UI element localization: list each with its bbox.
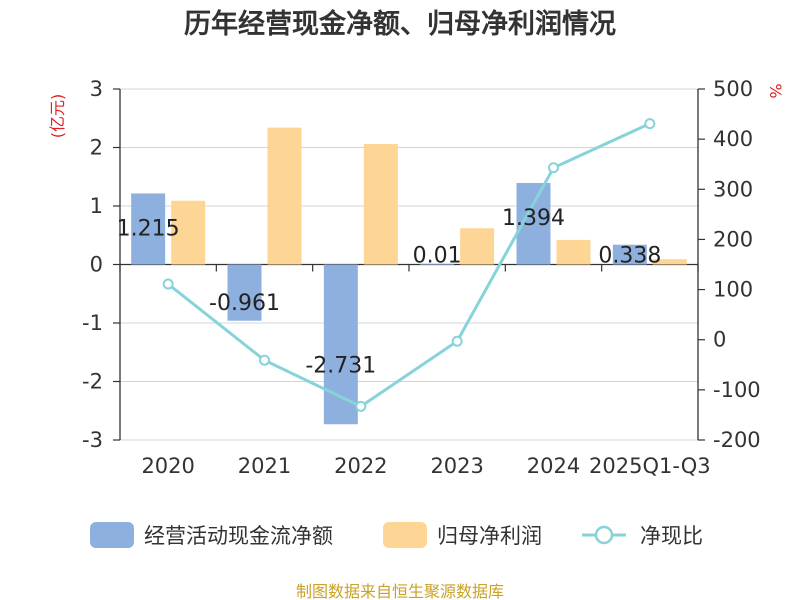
- x-tick-label: 2020: [141, 454, 194, 478]
- axes: 3 2 1 0 -1 -2 -3 500 400 300 200 100 0 -100 -200 (亿元)% 2…: [48, 77, 785, 478]
- cashflow-data-label: 1.215: [117, 216, 180, 241]
- net-profit-bar: [267, 127, 302, 265]
- legend-swatch: [383, 522, 427, 548]
- x-tick-label: 2025Q1-Q3: [589, 454, 711, 478]
- cashflow-data-label: 0.338: [598, 244, 661, 269]
- ratio-line-path: [167, 122, 651, 409]
- left-tick-label: 1: [90, 194, 103, 218]
- legend: 经营活动现金流净额 归母净利润 净现比: [90, 522, 703, 548]
- cashflow-data-label: 1.394: [502, 206, 565, 231]
- legend-item[interactable]: 经营活动现金流净额: [90, 522, 333, 548]
- x-tick-label: 2021: [238, 454, 291, 478]
- right-tick-label: 300: [713, 177, 753, 201]
- right-tick-label: -200: [713, 428, 761, 452]
- net-profit-bar: [171, 200, 206, 265]
- legend-item[interactable]: 归母净利润: [383, 522, 542, 548]
- legend-label: 经营活动现金流净额: [144, 524, 333, 548]
- ratio-point: [548, 162, 559, 174]
- ratio-point: [644, 118, 656, 130]
- right-axis-unit: %: [766, 83, 785, 98]
- legend-label: 归母净利润: [437, 524, 542, 548]
- ratio-point: [162, 278, 174, 290]
- legend-item[interactable]: 净现比: [582, 524, 703, 548]
- net-profit-bar: [556, 239, 591, 265]
- right-tick-label: 0: [713, 328, 726, 352]
- cashflow-data-label: -2.731: [305, 353, 376, 378]
- right-tick-label: 500: [713, 77, 753, 101]
- left-tick-label: 0: [90, 253, 103, 277]
- cashflow-bar: [227, 264, 262, 321]
- right-tick-label: -100: [713, 378, 761, 402]
- left-tick-label: -2: [82, 370, 103, 394]
- cashflow-data-label: 0.01: [413, 244, 462, 269]
- left-tick-label: -1: [82, 311, 103, 335]
- left-tick-label: -3: [82, 428, 103, 452]
- left-tick-label: 3: [90, 77, 103, 101]
- right-tick-label: 200: [713, 227, 753, 251]
- right-tick-label: 400: [713, 127, 753, 151]
- cashflow-data-label: -0.961: [209, 291, 280, 316]
- cashflow-bar: [323, 264, 358, 425]
- legend-label: 净现比: [640, 524, 703, 548]
- x-tick-label: 2022: [334, 454, 387, 478]
- left-tick-label: 2: [90, 136, 103, 160]
- data-labels: 1.215 -0.961 -2.731 0.01 1.394 0.338: [117, 206, 662, 378]
- net-profit-bar: [363, 143, 398, 265]
- ratio-point: [355, 400, 367, 412]
- ratio-line: [162, 118, 656, 412]
- legend-swatch-marker: [594, 525, 614, 545]
- ratio-point: [259, 354, 270, 366]
- right-tick-label: 100: [713, 278, 753, 302]
- cashflow-bar: [420, 263, 455, 265]
- source-note: 制图数据来自恒生聚源数据库: [296, 582, 504, 600]
- left-axis-unit: (亿元): [48, 94, 67, 139]
- cashflow-bar: [612, 244, 647, 265]
- x-tick-label: 2023: [430, 454, 483, 478]
- net-profit-bar: [652, 259, 687, 265]
- chart-title: 历年经营现金净额、归母净利润情况: [184, 8, 616, 40]
- x-tick-label: 2024: [527, 454, 580, 478]
- net-profit-bar: [460, 228, 495, 265]
- legend-swatch: [90, 522, 134, 548]
- bars: [131, 127, 687, 425]
- ratio-point: [451, 335, 463, 347]
- cashflow-bar: [131, 193, 166, 265]
